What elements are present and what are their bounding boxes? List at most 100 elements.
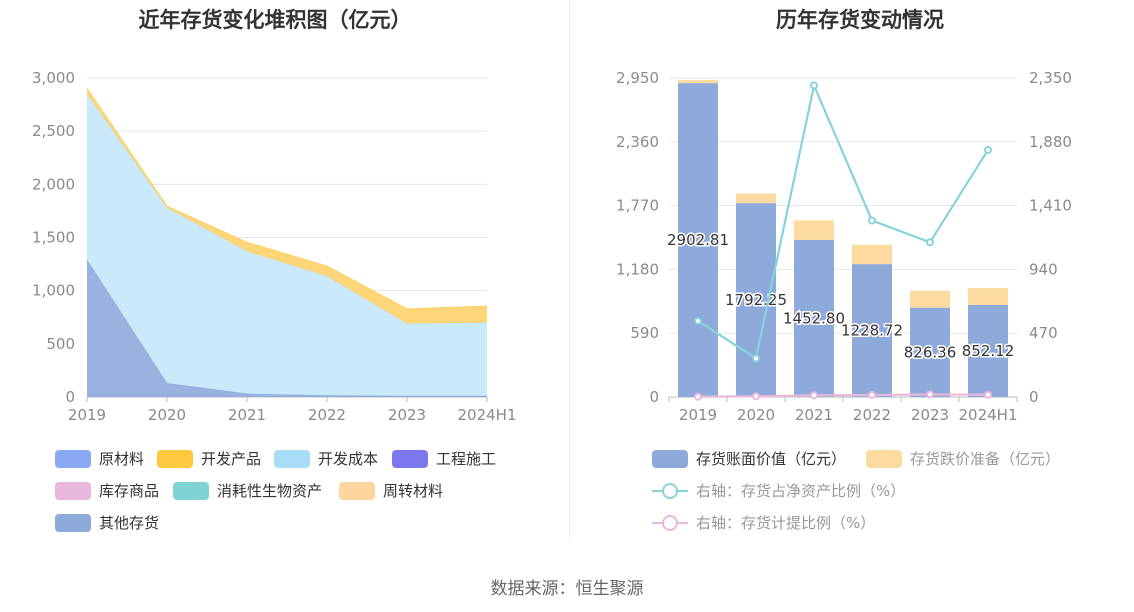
left-legend-item[interactable]: 消耗性生物资产 <box>173 480 322 501</box>
line-ratio-net-assets <box>697 81 989 361</box>
left-legend-item[interactable]: 工程施工 <box>392 448 496 469</box>
right-x-tick-label: 2020 <box>737 406 775 424</box>
left-legend-item[interactable]: 库存商品 <box>55 480 159 501</box>
bar-provision <box>678 79 718 84</box>
legend-dot <box>662 514 678 531</box>
legend-label: 消耗性生物资产 <box>217 482 323 500</box>
bar-provision <box>736 193 776 204</box>
right-y-tick-label: 2,950 <box>616 69 659 87</box>
bar-provision <box>794 220 834 240</box>
left-x-tick-label: 2022 <box>308 406 346 424</box>
legend-label: 其他存货 <box>99 514 160 532</box>
panel-divider <box>569 0 570 540</box>
left-x-tick-label: 2020 <box>148 406 186 424</box>
legend-label: 原材料 <box>99 450 145 468</box>
ratio-point <box>868 216 876 225</box>
bar-book-value <box>968 304 1008 397</box>
legend-label: 开发产品 <box>201 450 262 468</box>
legend-swatch <box>652 449 688 468</box>
right-x-tick-label: 2023 <box>911 406 949 424</box>
provision-ratio-point <box>868 390 876 399</box>
right-y-tick-label: 0 <box>649 388 659 406</box>
legend-label: 存货账面价值（亿元） <box>696 450 847 468</box>
legend-swatch <box>55 513 91 532</box>
bar-value-label: 852.12 <box>962 342 1015 360</box>
provision-ratio-point <box>984 390 992 399</box>
legend-swatch <box>652 482 688 500</box>
legend-label: 存货跌价准备（亿元） <box>910 450 1061 468</box>
right-x-tick-label: 2019 <box>679 406 717 424</box>
ratio-point <box>694 316 702 325</box>
left-y-tick-label: 2,000 <box>32 175 75 193</box>
legend-label: 工程施工 <box>436 450 497 468</box>
legend-swatch <box>392 449 428 468</box>
right-x-tick-label: 2021 <box>795 406 833 424</box>
right-y-tick-label: 590 <box>630 324 659 342</box>
legend-swatch <box>55 481 91 500</box>
bar-book-value <box>678 83 718 398</box>
bar-provision <box>910 290 950 308</box>
left-x-tick-label: 2021 <box>228 406 266 424</box>
legend-swatch <box>157 449 193 468</box>
legend-swatch <box>339 481 375 500</box>
right-y2-tick-label: 1,410 <box>1029 197 1072 215</box>
right-legend-item[interactable]: 存货账面价值（亿元） <box>652 448 846 469</box>
ratio-point <box>984 145 992 154</box>
right-x-tick-label: 2022 <box>853 406 891 424</box>
right-y2-tick-label: 2,350 <box>1029 69 1072 87</box>
line-provision-ratio <box>697 393 989 398</box>
bar-book-value <box>794 239 834 397</box>
bar-provision <box>852 244 892 265</box>
legend-swatch <box>55 449 91 468</box>
legend-swatch <box>866 449 902 468</box>
legend-swatch <box>652 514 688 532</box>
right-y2-tick-label: 470 <box>1029 324 1058 342</box>
left-y-tick-label: 3,000 <box>32 69 75 87</box>
left-legend-item[interactable]: 原材料 <box>55 448 144 469</box>
right-legend-item[interactable]: 右轴：存货计提比例（%） <box>652 512 875 533</box>
legend-dot <box>662 482 678 499</box>
right-legend-item[interactable]: 右轴：存货占净资产比例（%） <box>652 480 905 501</box>
area-line-其他存货 <box>86 259 487 397</box>
data-source: 数据来源：恒生聚源 <box>490 579 644 599</box>
left-y-tick-label: 1,500 <box>32 229 75 247</box>
area-开发成本 <box>87 93 487 396</box>
bar-book-value <box>852 264 892 397</box>
ratio-point <box>926 238 934 247</box>
legend-label: 开发成本 <box>318 450 379 468</box>
right-legend-item[interactable]: 存货跌价准备（亿元） <box>866 448 1060 469</box>
bar-value-label: 1452.80 <box>783 309 845 327</box>
right-y-tick-label: 1,770 <box>616 197 659 215</box>
provision-ratio-point <box>694 392 702 401</box>
left-x-tick-label: 2024H1 <box>458 406 517 424</box>
left-legend-item[interactable]: 周转材料 <box>339 480 443 501</box>
bar-book-value <box>910 307 950 397</box>
legend-label: 周转材料 <box>383 482 444 500</box>
right-y-tick-label: 2,360 <box>616 133 659 151</box>
left-x-tick-label: 2023 <box>388 406 426 424</box>
left-y-tick-label: 500 <box>46 335 75 353</box>
ratio-point <box>810 81 818 90</box>
left-x-tick-label: 2019 <box>68 406 106 424</box>
ratio-point <box>752 354 760 363</box>
right-y2-tick-label: 0 <box>1029 388 1039 406</box>
right-y2-tick-label: 940 <box>1029 260 1058 278</box>
left-legend-item[interactable]: 开发产品 <box>157 448 261 469</box>
left-y-tick-label: 0 <box>65 388 75 406</box>
bar-value-label: 2902.81 <box>667 231 729 249</box>
left-legend-item[interactable]: 其他存货 <box>55 512 159 533</box>
provision-ratio-point <box>926 390 934 399</box>
bar-value-label: 1792.25 <box>725 291 787 309</box>
area-line-开发产品 <box>86 88 488 310</box>
legend-label: 库存商品 <box>99 482 160 500</box>
provision-ratio-point <box>752 392 760 401</box>
bar-value-label: 826.36 <box>904 343 957 361</box>
left-y-tick-label: 2,500 <box>32 122 75 140</box>
bar-provision <box>968 288 1008 305</box>
legend-swatch <box>274 449 310 468</box>
right-y2-tick-label: 1,880 <box>1029 133 1072 151</box>
legend-label: 右轴：存货占净资产比例（%） <box>696 482 906 500</box>
left-legend-item[interactable]: 开发成本 <box>274 448 378 469</box>
right-x-tick-label: 2024H1 <box>959 406 1018 424</box>
